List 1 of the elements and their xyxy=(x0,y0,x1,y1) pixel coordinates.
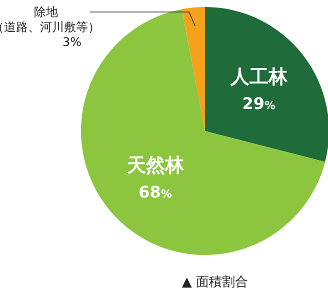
text: ▲ 面積割合 xyxy=(182,275,248,290)
